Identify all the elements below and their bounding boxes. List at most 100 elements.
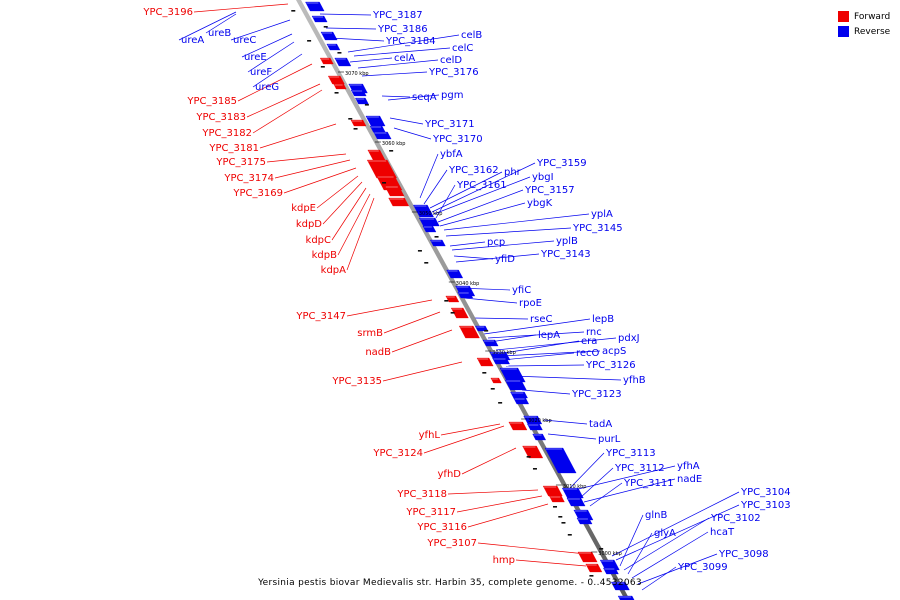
forward-gene-label[interactable]: YPC_3182 (201, 128, 252, 139)
forward-gene-label[interactable]: YPC_3107 (426, 538, 477, 549)
forward-gene-label[interactable]: YPC_3185 (186, 96, 237, 107)
forward-gene-label[interactable]: srmB (357, 328, 383, 339)
reverse-gene-label[interactable]: rnc (586, 327, 602, 338)
forward-leader-line (193, 3, 289, 13)
reverse-gene-label[interactable]: celD (440, 55, 462, 66)
reverse-gene-label[interactable]: lepB (592, 314, 614, 325)
reverse-gene-label[interactable]: yplB (556, 236, 578, 247)
reverse-gene-label[interactable]: pgm (441, 90, 463, 101)
reverse-gene-label[interactable]: ureB (208, 28, 231, 39)
forward-gene-label[interactable]: YPC_3174 (223, 173, 274, 184)
reverse-gene-label[interactable]: YPC_3187 (372, 10, 423, 21)
reverse-gene-label[interactable]: yfiC (512, 285, 531, 296)
reverse-gene-label[interactable]: era (581, 336, 597, 347)
reverse-gene-label[interactable]: YPC_3170 (432, 134, 483, 145)
reverse-gene-label[interactable]: YPC_3098 (718, 549, 769, 560)
forward-gene-label[interactable]: kdpC (306, 235, 331, 246)
reverse-gene-label[interactable]: hcaT (710, 527, 735, 538)
reverse-gene-label[interactable]: YPC_3145 (572, 223, 623, 234)
feature-tick (320, 66, 325, 68)
reverse-gene-label[interactable]: celA (394, 53, 415, 64)
reverse-gene-label[interactable]: yfhB (623, 375, 646, 386)
reverse-gene-label[interactable]: lepA (538, 330, 560, 341)
reverse-swatch-icon (838, 26, 849, 37)
reverse-gene-label[interactable]: glnB (645, 510, 667, 521)
forward-gene-label[interactable]: hmp (493, 555, 515, 566)
reverse-gene-label[interactable]: ybgI (532, 172, 554, 183)
reverse-gene-label[interactable]: rseC (530, 314, 552, 325)
forward-gene-label[interactable]: kdpE (291, 203, 316, 214)
reverse-gene-label[interactable]: ybfA (440, 149, 463, 160)
forward-gene-label[interactable]: YPC_3196 (142, 7, 193, 18)
reverse-gene-label[interactable]: YPC_3176 (428, 67, 479, 78)
reverse-gene-label[interactable]: YPC_3161 (456, 180, 507, 191)
reverse-gene-label[interactable]: pcp (487, 237, 505, 248)
reverse-gene-label[interactable]: YPC_3162 (448, 165, 499, 176)
reverse-gene-label[interactable]: ureA (181, 35, 204, 46)
reverse-leader-line (511, 375, 622, 381)
forward-gene-label[interactable]: YPC_3183 (195, 112, 246, 123)
forward-gene-label[interactable]: YPC_3116 (416, 522, 467, 533)
reverse-gene-label[interactable]: yplA (591, 209, 613, 220)
reverse-gene-label[interactable]: YPC_3113 (605, 448, 656, 459)
reverse-gene-label[interactable]: YPC_3103 (740, 500, 791, 511)
reverse-gene-label[interactable]: glyA (654, 528, 676, 539)
forward-gene-block (384, 185, 405, 197)
reverse-gene-label[interactable]: ureF (250, 67, 272, 78)
reverse-gene-label[interactable]: YPC_3102 (710, 513, 761, 524)
reverse-gene-label[interactable]: acpS (602, 346, 626, 357)
forward-gene-label[interactable]: kdpA (321, 265, 346, 276)
forward-gene-label[interactable]: YPC_3135 (331, 376, 382, 387)
reverse-gene-label[interactable]: pdxJ (618, 333, 640, 344)
reverse-gene-label[interactable]: celB (461, 30, 482, 41)
reverse-gene-label[interactable]: rpoE (519, 298, 542, 309)
reverse-leader-line (433, 176, 531, 215)
reverse-gene-label[interactable]: recO (576, 348, 600, 359)
reverse-gene-label[interactable]: yfiD (495, 254, 515, 265)
reverse-gene-label[interactable]: YPC_3104 (740, 487, 791, 498)
reverse-gene-label[interactable]: ureG (255, 82, 279, 93)
reverse-gene-label[interactable]: nadE (677, 474, 702, 485)
forward-gene-label[interactable]: yfhD (438, 469, 462, 480)
reverse-leader-line (451, 240, 555, 251)
forward-gene-label[interactable]: nadB (365, 347, 391, 358)
reverse-gene-label[interactable]: YPC_3186 (377, 24, 428, 35)
forward-gene-label[interactable]: YPC_3147 (295, 311, 346, 322)
forward-gene-label[interactable]: YPC_3118 (396, 489, 447, 500)
reverse-gene-label[interactable]: YPC_3111 (623, 478, 674, 489)
reverse-gene-label[interactable]: ureC (233, 35, 256, 46)
reverse-gene-block (413, 204, 434, 218)
reverse-gene-label[interactable]: YPC_3159 (536, 158, 587, 169)
forward-gene-label[interactable]: kdpD (296, 219, 322, 230)
reverse-leader-line (641, 566, 677, 591)
forward-gene-label[interactable]: YPC_3175 (215, 157, 266, 168)
reverse-gene-label[interactable]: YPC_3112 (614, 463, 665, 474)
forward-gene-label[interactable]: YPC_3124 (372, 448, 423, 459)
forward-gene-block (549, 495, 565, 503)
forward-gene-block (508, 421, 528, 431)
forward-gene-label[interactable]: yfhL (419, 430, 441, 441)
forward-gene-label[interactable]: kdpB (312, 250, 337, 261)
reverse-gene-label[interactable]: tadA (589, 419, 612, 430)
forward-gene-label[interactable]: YPC_3169 (232, 188, 283, 199)
reverse-gene-label[interactable]: YPC_3123 (571, 389, 622, 400)
reverse-gene-label[interactable]: YPC_3157 (524, 185, 575, 196)
reverse-gene-label[interactable]: ybgK (527, 198, 553, 209)
forward-gene-label[interactable]: YPC_3117 (405, 507, 456, 518)
reverse-leader-line (521, 389, 571, 395)
forward-gene-label[interactable]: YPC_3181 (208, 143, 259, 154)
reverse-gene-label[interactable]: purL (598, 434, 621, 445)
reverse-gene-label[interactable]: yfhA (677, 461, 700, 472)
reverse-gene-label[interactable]: YPC_3171 (424, 119, 475, 130)
reverse-gene-label[interactable]: YPC_3143 (540, 249, 591, 260)
reverse-gene-label[interactable]: YPC_3126 (585, 360, 636, 371)
reverse-leader-line (497, 340, 580, 355)
reverse-gene-label[interactable]: phr (504, 167, 522, 178)
reverse-leader-line (252, 53, 303, 88)
reverse-gene-label[interactable]: celC (452, 43, 473, 54)
reverse-gene-label[interactable]: YPC_3099 (677, 562, 728, 573)
reverse-gene-label[interactable]: YPC_3184 (385, 36, 436, 47)
reverse-gene-label[interactable]: ureE (244, 52, 267, 63)
scale-tick-label: 3070 kbp (345, 71, 369, 77)
reverse-gene-label[interactable]: seqA (412, 92, 437, 103)
